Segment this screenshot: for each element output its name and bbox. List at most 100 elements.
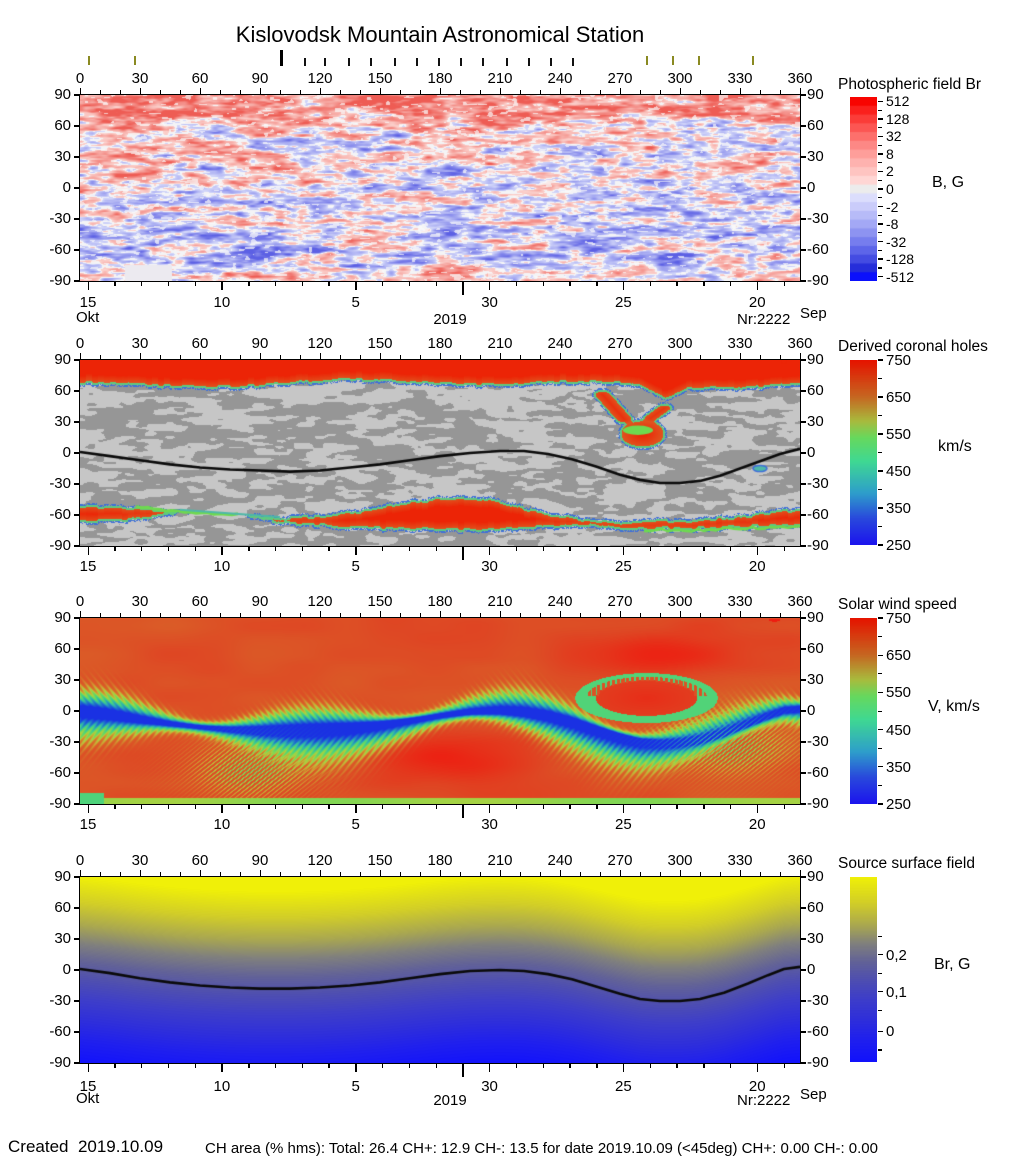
date-tick: [676, 1064, 678, 1068]
lat-axis-label-right: -30: [807, 210, 829, 227]
date-tick: [515, 547, 518, 551]
lon-tick: [179, 872, 181, 876]
colorbar-minor-tick: [878, 214, 882, 216]
date-tick: [783, 547, 785, 551]
date-tick: [462, 282, 464, 295]
lat-tick: [74, 876, 80, 878]
date-label: 10: [213, 558, 231, 575]
colorbar-tick-label: -512: [886, 268, 915, 285]
colorbar-tick-label: 750: [886, 352, 912, 369]
lat-tick: [800, 876, 806, 878]
lon-tick: [519, 90, 521, 94]
lon-tick: [479, 613, 481, 617]
lat-tick: [74, 390, 80, 392]
date-label: 20: [748, 294, 766, 311]
lon-tick: [539, 90, 541, 94]
lon-tick: [379, 870, 381, 876]
colorbar-tick-label: 32: [886, 128, 902, 145]
observation-tick-black: [528, 58, 530, 66]
date-tick: [114, 805, 116, 809]
lon-tick: [79, 353, 81, 359]
lon-tick: [139, 870, 141, 876]
lon-tick: [399, 355, 401, 359]
lon-axis-label: 240: [547, 852, 573, 869]
date-tick: [301, 1064, 304, 1068]
lon-tick: [699, 355, 701, 359]
lon-tick: [459, 90, 461, 94]
date-tick: [248, 547, 250, 551]
lon-tick: [479, 90, 481, 94]
colorbar-tick-label: 0: [886, 181, 894, 197]
lon-tick: [379, 88, 381, 94]
date-label: 5: [351, 816, 360, 833]
lat-axis-label-right: -30: [807, 733, 829, 750]
lon-tick: [679, 611, 681, 617]
colorbar-tick-label: 0,2: [886, 946, 907, 964]
lon-tick: [319, 611, 321, 617]
lat-tick: [800, 1062, 806, 1064]
colorbar-tick: [878, 617, 883, 619]
month-left-label-p4: Okt: [76, 1090, 100, 1107]
lon-axis-label: 330: [727, 70, 753, 87]
date-tick: [515, 1064, 518, 1068]
lon-tick: [359, 355, 361, 359]
date-tick: [328, 805, 330, 809]
colorbar-tick: [878, 991, 883, 993]
colorbar-tick-label: 0: [886, 1023, 895, 1041]
lat-tick: [800, 803, 806, 805]
legend-title-source-surface: Source surface field: [838, 855, 975, 872]
lat-tick: [800, 617, 806, 619]
lon-tick: [519, 355, 521, 359]
lon-tick: [359, 872, 361, 876]
date-tick: [167, 1064, 170, 1068]
lon-axis-label: 180: [427, 852, 453, 869]
colorbar-tick-label: 250: [886, 796, 912, 813]
date-tick: [248, 805, 250, 809]
lat-axis-label-right: -90: [807, 1054, 829, 1071]
lat-axis-label-right: -90: [807, 272, 829, 289]
observation-tick-black: [416, 58, 418, 66]
date-label: 15: [79, 558, 97, 575]
lat-tick: [800, 156, 806, 158]
colorbar-tick-label: 350: [886, 758, 912, 776]
date-tick: [381, 547, 384, 551]
lon-tick: [399, 90, 401, 94]
lat-axis-label-left: 90: [54, 868, 71, 885]
lat-tick: [74, 156, 80, 158]
lon-tick: [459, 613, 461, 617]
date-tick: [756, 1064, 759, 1072]
date-tick: [649, 547, 652, 551]
lat-tick: [74, 710, 80, 712]
lat-axis-label-left: 0: [62, 961, 71, 978]
lon-axis-label: 90: [251, 593, 269, 610]
lon-axis-label: 360: [787, 852, 813, 869]
lat-axis-label-right: 60: [807, 382, 824, 399]
lon-axis-label: 270: [607, 852, 633, 869]
date-tick: [783, 805, 785, 809]
lon-axis-label: 360: [787, 70, 813, 87]
date-tick: [756, 282, 759, 290]
lat-axis-label-left: 30: [54, 413, 71, 430]
lat-axis-label-right: 0: [807, 444, 816, 461]
lat-axis-label-left: 0: [62, 179, 71, 196]
lon-tick: [419, 613, 421, 617]
colorbar-tick-label: 250: [886, 537, 912, 554]
lat-axis-label-left: -60: [49, 506, 71, 523]
lon-axis-label: 30: [131, 70, 149, 87]
date-tick: [729, 1064, 732, 1068]
lon-tick: [779, 872, 781, 876]
lat-axis-label-right: 90: [807, 351, 824, 368]
date-tick: [87, 547, 89, 555]
lon-tick: [499, 870, 501, 876]
lon-axis-label: 300: [667, 852, 693, 869]
lat-tick: [800, 280, 806, 282]
lon-tick: [199, 870, 201, 876]
lat-axis-label-left: -60: [49, 1023, 71, 1040]
lat-axis-label-right: 90: [807, 868, 824, 885]
date-tick: [756, 547, 759, 555]
date-tick: [435, 805, 437, 809]
lat-axis-label-left: -30: [49, 733, 71, 750]
created-label: Created: [8, 1137, 69, 1156]
lon-tick: [599, 355, 601, 359]
lat-tick: [74, 94, 80, 96]
